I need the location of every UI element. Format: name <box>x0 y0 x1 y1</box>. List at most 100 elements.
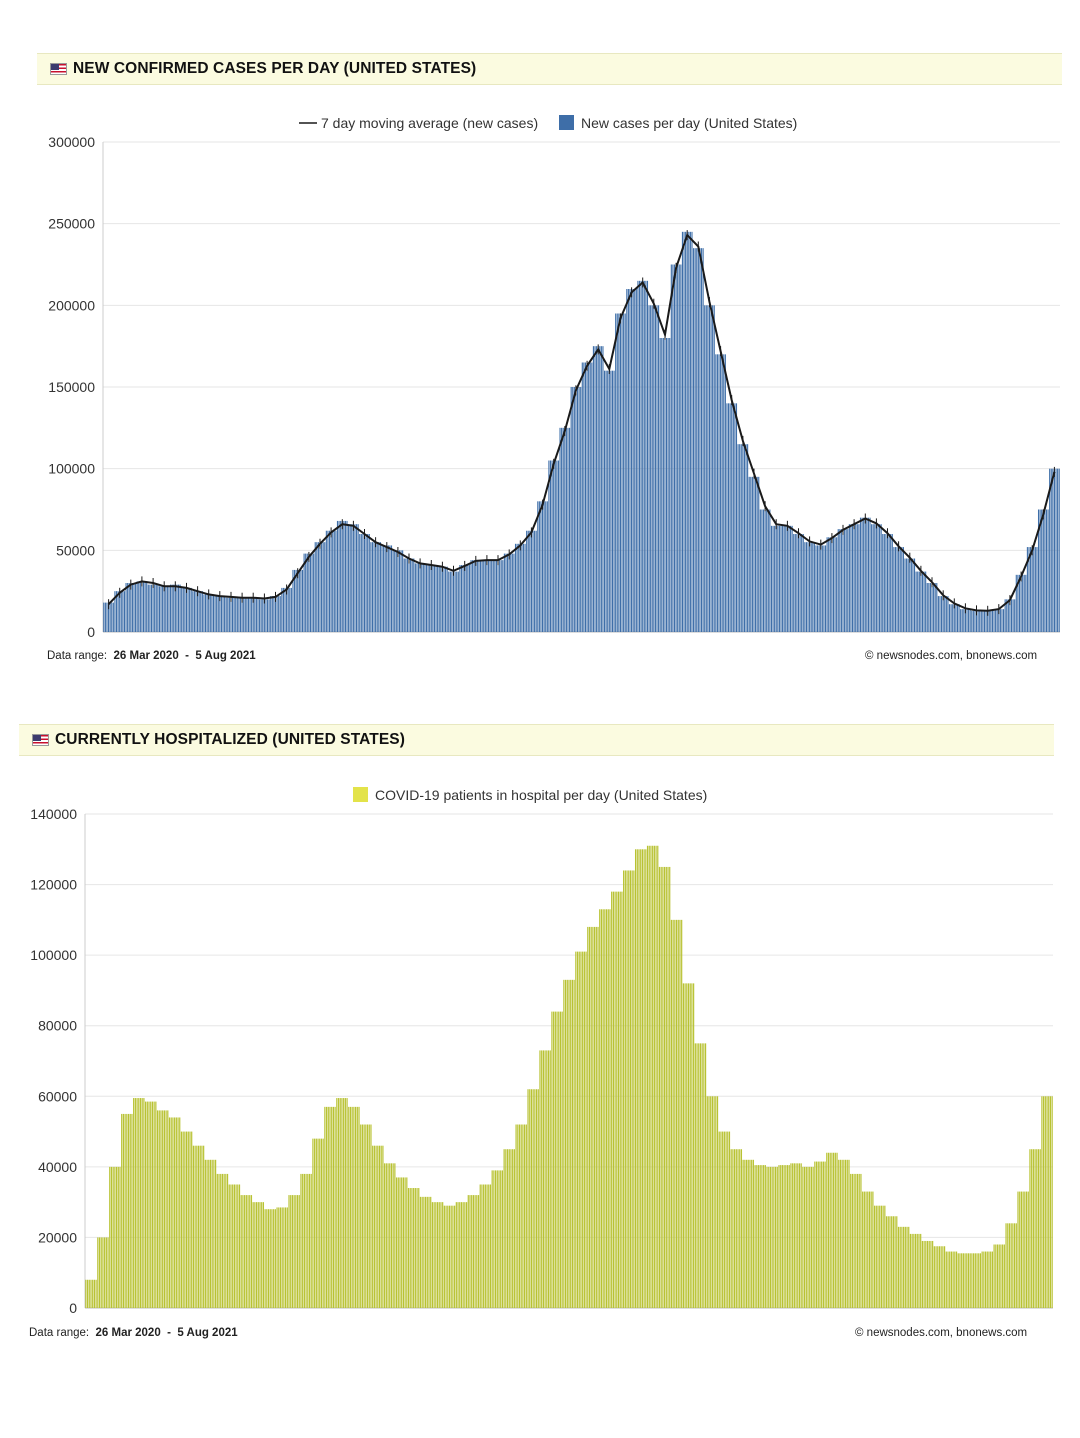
bar <box>312 1138 314 1308</box>
bar <box>650 305 652 632</box>
bar <box>743 444 745 632</box>
bar <box>747 1159 749 1308</box>
bar <box>814 1161 816 1308</box>
bar <box>966 609 968 632</box>
bar <box>1027 1191 1029 1308</box>
bar <box>821 545 823 632</box>
bar <box>898 547 900 632</box>
bar <box>739 1149 741 1308</box>
bar <box>259 599 261 632</box>
bar <box>294 569 296 632</box>
bar <box>305 1173 307 1308</box>
bar <box>742 444 744 632</box>
bar <box>214 596 216 632</box>
bar <box>747 444 749 632</box>
bar <box>110 1166 113 1308</box>
bar <box>357 524 359 632</box>
bar <box>991 1251 993 1308</box>
bar <box>815 1161 818 1308</box>
bar <box>906 1226 908 1308</box>
bar <box>974 610 976 632</box>
bar <box>1017 1191 1019 1308</box>
bar <box>896 547 898 632</box>
bar <box>657 845 659 1308</box>
bar <box>545 501 547 632</box>
bar <box>117 1166 119 1308</box>
bar <box>1041 509 1043 632</box>
bar <box>108 602 110 632</box>
bar <box>372 1145 374 1308</box>
bar <box>896 1216 898 1308</box>
bar <box>479 1184 481 1308</box>
bar <box>839 529 841 632</box>
bar <box>908 1226 910 1308</box>
bar <box>1049 1096 1052 1308</box>
bar <box>390 545 393 632</box>
bar <box>168 586 170 632</box>
bar <box>128 583 130 632</box>
bar <box>361 1124 364 1308</box>
bar <box>910 558 912 632</box>
cases-data-range: Data range: 26 Mar 2020 - 5 Aug 2021 <box>47 650 256 662</box>
bar <box>1014 599 1016 632</box>
bar <box>859 517 862 632</box>
bar <box>317 542 319 632</box>
bar <box>1006 599 1008 632</box>
bar <box>576 951 579 1308</box>
bar <box>529 1089 531 1308</box>
bar <box>660 866 662 1308</box>
y-tick-label: 60000 <box>38 1088 77 1104</box>
bar <box>701 1043 703 1308</box>
bar <box>484 1184 486 1308</box>
bar <box>658 866 661 1308</box>
bar <box>650 845 652 1308</box>
bar <box>489 560 491 632</box>
bar <box>472 560 474 632</box>
bar <box>389 545 391 632</box>
bar <box>122 591 124 632</box>
cases-chart-title: NEW CONFIRMED CASES PER DAY (UNITED STAT… <box>73 60 477 77</box>
bar <box>155 1101 157 1308</box>
bar <box>626 870 628 1308</box>
bar <box>543 501 545 632</box>
bar <box>232 597 234 632</box>
bar <box>847 529 849 632</box>
bar <box>411 558 413 632</box>
bar <box>425 1196 427 1308</box>
bar <box>681 231 683 632</box>
bar <box>1003 609 1005 632</box>
bar <box>600 909 603 1308</box>
bar <box>580 387 582 632</box>
bar <box>220 1173 222 1308</box>
bar <box>802 1166 804 1308</box>
bar <box>920 1233 922 1308</box>
bar <box>232 1184 234 1308</box>
bar <box>187 587 189 632</box>
bar <box>489 1184 492 1308</box>
bar <box>131 1113 133 1308</box>
bar <box>996 609 998 632</box>
bar <box>221 1173 224 1308</box>
bar <box>219 596 221 632</box>
bar <box>686 983 688 1308</box>
bar <box>988 1251 990 1308</box>
bar <box>409 1188 411 1308</box>
bar <box>947 596 949 632</box>
bar <box>589 362 591 632</box>
bar <box>381 545 383 632</box>
bar <box>209 1159 212 1308</box>
bar <box>797 534 800 632</box>
bar <box>446 566 448 632</box>
bar <box>503 1149 505 1308</box>
bar <box>807 1166 809 1308</box>
bar <box>267 1209 270 1308</box>
bar <box>858 524 860 632</box>
bar <box>165 1110 167 1308</box>
bar <box>199 1145 201 1308</box>
bar <box>785 525 787 632</box>
bar <box>712 305 714 632</box>
bar <box>587 926 589 1308</box>
bar <box>404 1177 406 1308</box>
bar <box>1012 599 1014 632</box>
bar <box>836 1152 838 1308</box>
